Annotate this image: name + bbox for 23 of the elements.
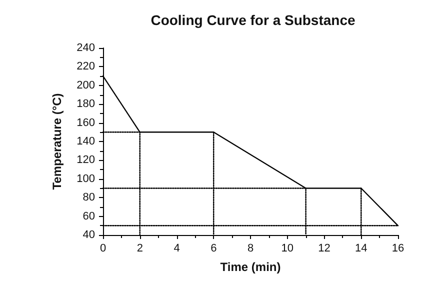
y-tick-label: 200 xyxy=(76,79,95,92)
y-tick-label: 100 xyxy=(76,172,95,185)
y-tick-label: 160 xyxy=(76,116,95,129)
x-tick-label: 12 xyxy=(318,242,330,254)
x-tick-label: 10 xyxy=(281,242,294,254)
chart-title: Cooling Curve for a Substance xyxy=(150,12,356,28)
x-tick-label: 4 xyxy=(174,242,180,254)
x-tick-label: 6 xyxy=(210,242,217,254)
x-tick-label: 0 xyxy=(100,242,106,254)
y-tick-label: 180 xyxy=(76,98,95,110)
y-tick-label: 220 xyxy=(76,60,95,73)
y-tick-label: 240 xyxy=(76,42,95,54)
y-axis-title: Temperature (°C) xyxy=(50,93,64,190)
x-tick-label: 14 xyxy=(355,242,368,254)
y-tick-label: 80 xyxy=(82,192,95,204)
y-tick-label: 60 xyxy=(82,210,95,222)
x-axis-title: Time (min) xyxy=(220,260,281,274)
y-tick-label: 120 xyxy=(76,154,95,166)
x-tick-label: 8 xyxy=(247,242,254,254)
y-tick-label: 140 xyxy=(76,136,95,148)
y-tick-label: 40 xyxy=(82,229,95,241)
x-tick-label: 2 xyxy=(136,242,143,254)
x-tick-label: 16 xyxy=(392,242,404,254)
